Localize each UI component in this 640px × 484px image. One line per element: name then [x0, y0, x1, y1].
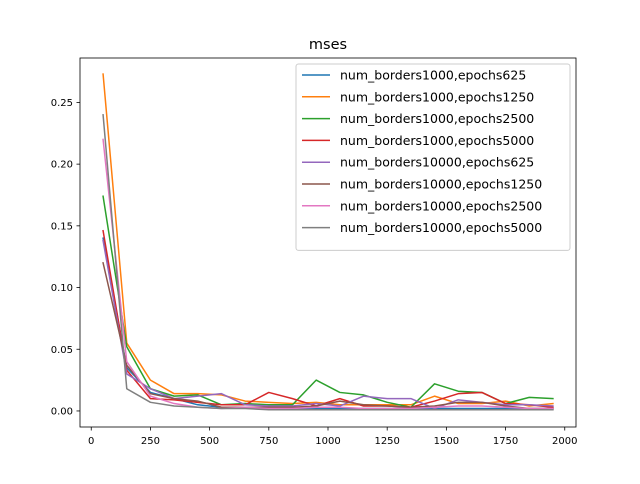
- y-tick-label: 0.20: [51, 160, 73, 171]
- y-tick-label: 0.25: [51, 98, 73, 109]
- legend-label-2: num_borders1000,epochs1250: [340, 89, 534, 104]
- x-tick-label: 750: [259, 436, 278, 447]
- x-tick-label: 2000: [552, 436, 577, 447]
- series-line-4: [102, 229, 554, 409]
- x-tick-label: 0: [88, 436, 94, 447]
- series-layer: [102, 73, 554, 411]
- legend-label-7: num_borders10000,epochs2500: [340, 198, 542, 213]
- legend-label-1: num_borders1000,epochs625: [340, 68, 526, 83]
- x-tick-label: 500: [200, 436, 219, 447]
- y-tick-label: 0.15: [51, 221, 73, 232]
- y-tick-label: 0.05: [51, 345, 73, 356]
- legend-box: [295, 63, 571, 251]
- y-tick-label: 0.10: [51, 283, 73, 294]
- series-line-8: [102, 113, 554, 411]
- x-tick-label: 1500: [434, 436, 459, 447]
- axis-layer: 0 250 500 750 1000 1250 1500 1750 2000 0.00 0.05 0.…: [51, 57, 577, 447]
- legend-label-6: num_borders10000,epochs1250: [340, 177, 542, 192]
- legend: num_borders1000,epochs625 num_borders1000…: [295, 63, 571, 251]
- legend-label-8: num_borders10000,epochs5000: [340, 220, 542, 235]
- legend-label-4: num_borders1000,epochs5000: [340, 133, 534, 148]
- x-tick-label: 1250: [374, 436, 399, 447]
- series-line-6: [102, 261, 554, 410]
- series-line-7: [102, 138, 554, 410]
- x-tick-label: 1750: [493, 436, 518, 447]
- legend-label-3: num_borders1000,epochs2500: [340, 111, 534, 126]
- x-tick-label: 250: [141, 436, 160, 447]
- y-tick-label: 0.00: [51, 407, 73, 418]
- x-tick-label: 1000: [315, 436, 340, 447]
- legend-label-5: num_borders10000,epochs625: [340, 155, 534, 170]
- chart-title: mses: [309, 37, 347, 53]
